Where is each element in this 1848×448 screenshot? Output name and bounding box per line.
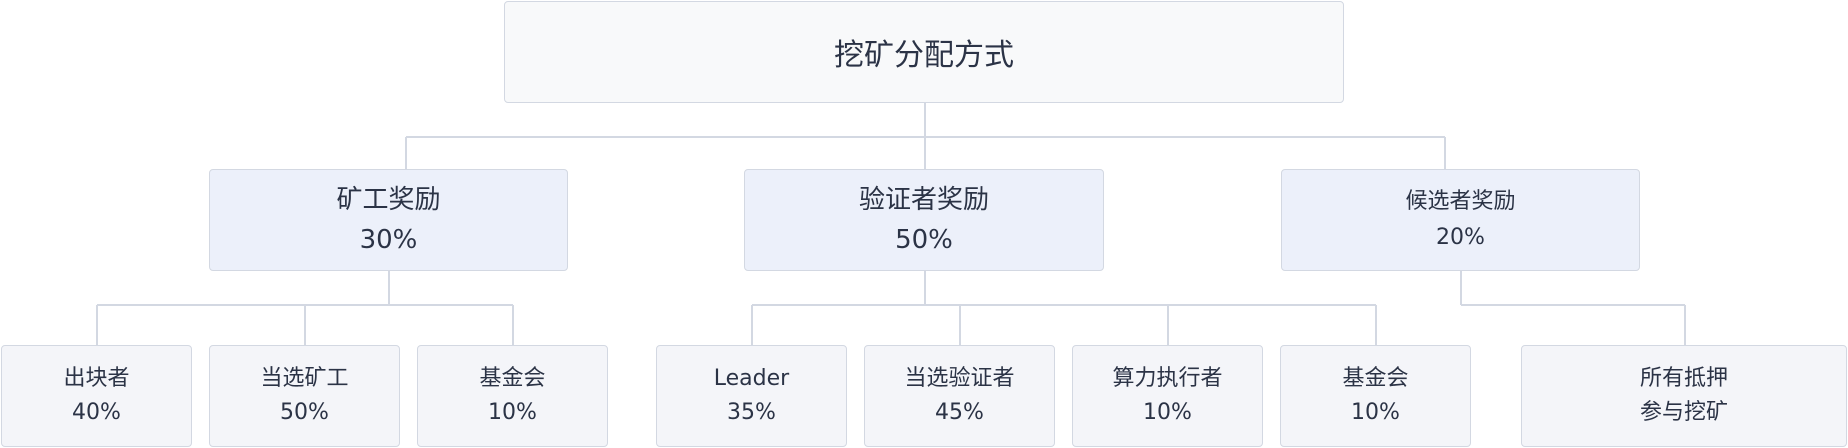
group-label: 矿工奖励: [336, 185, 441, 215]
leaf-value: 10%: [1143, 400, 1192, 425]
root-label: 挖矿分配方式: [834, 38, 1014, 73]
leaf-value: 40%: [72, 400, 121, 425]
leaf-label: Leader: [713, 366, 790, 391]
leaf-label: 当选矿工: [260, 366, 349, 391]
leaf-label: 当选验证者: [904, 366, 1015, 391]
leaf-label: 所有抵押: [1639, 366, 1728, 391]
leaf-label: 基金会: [479, 366, 546, 391]
leaf-node: Leader 35%: [656, 345, 847, 447]
leaf-node: 当选矿工 50%: [209, 345, 400, 447]
group-node-miner-reward: 矿工奖励 30%: [209, 169, 568, 271]
group-node-validator-reward: 验证者奖励 50%: [744, 169, 1104, 271]
leaf-node: 算力执行者 10%: [1072, 345, 1263, 447]
leaf-node: 基金会 10%: [1280, 345, 1471, 447]
leaf-value: 35%: [727, 400, 776, 425]
leaf-label: 基金会: [1342, 366, 1409, 391]
group-value: 30%: [359, 225, 418, 255]
leaf-value: 10%: [1351, 400, 1400, 425]
leaf-label: 出块者: [63, 366, 130, 391]
group-node-candidate-reward: 候选者奖励 20%: [1281, 169, 1640, 271]
leaf-node: 基金会 10%: [417, 345, 608, 447]
leaf-value: 50%: [280, 400, 329, 425]
leaf-value: 45%: [935, 400, 984, 425]
leaf-label: 算力执行者: [1112, 366, 1223, 391]
leaf-node: 出块者 40%: [1, 345, 192, 447]
group-label: 候选者奖励: [1405, 189, 1516, 214]
leaf-value: 参与挖矿: [1639, 400, 1728, 425]
group-value: 50%: [895, 225, 953, 255]
group-label: 验证者奖励: [858, 185, 989, 215]
root-node: 挖矿分配方式: [504, 1, 1344, 103]
leaf-value: 10%: [488, 400, 537, 425]
group-value: 20%: [1436, 225, 1485, 250]
leaf-node: 所有抵押 参与挖矿: [1521, 345, 1847, 447]
leaf-node: 当选验证者 45%: [864, 345, 1055, 447]
